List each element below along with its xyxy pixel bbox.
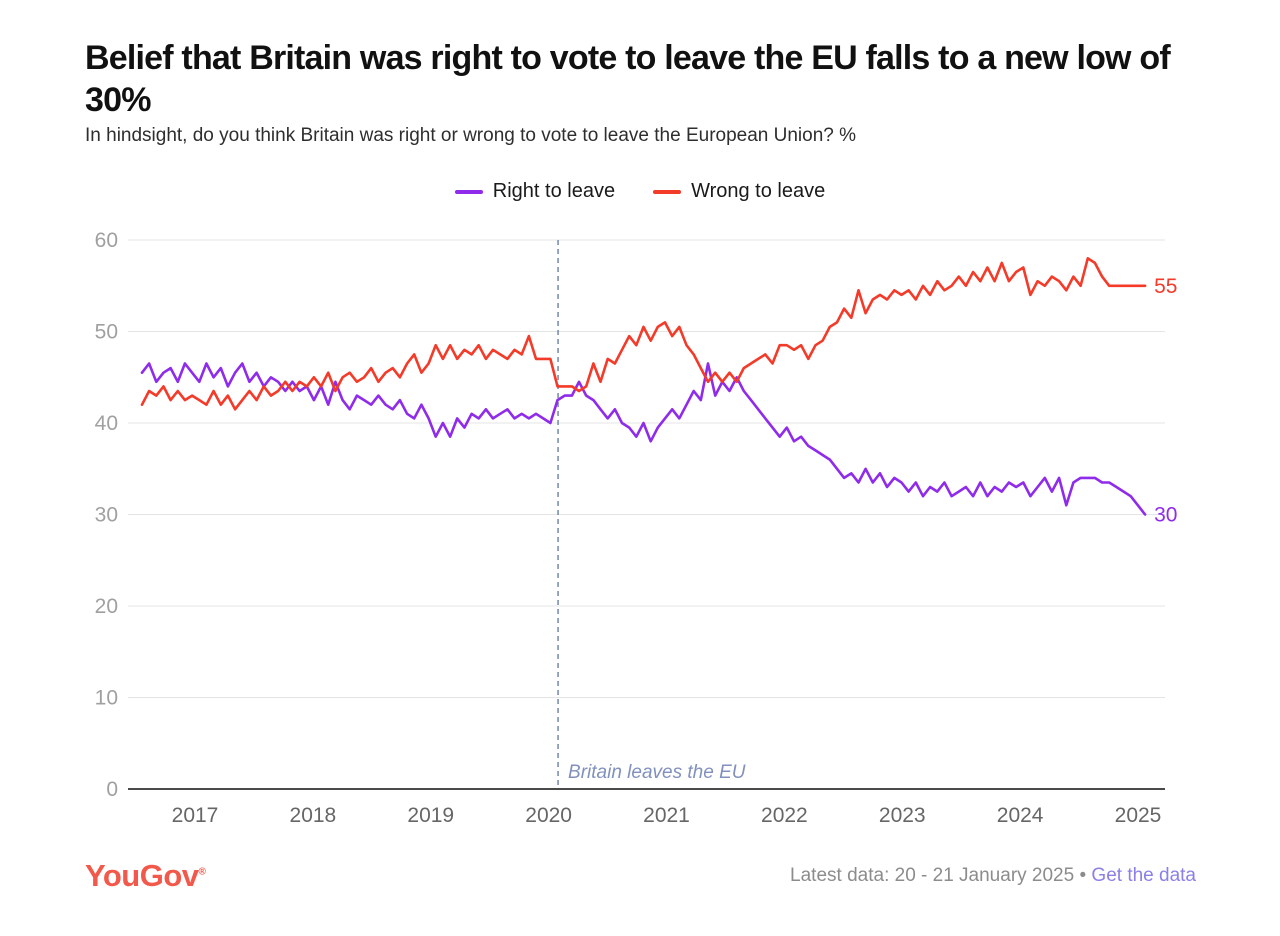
svg-text:60: 60	[95, 229, 118, 252]
svg-text:2023: 2023	[879, 804, 926, 827]
latest-data-note: Latest data: 20 - 21 January 2025 • Get …	[790, 865, 1196, 887]
wrong-to-leave-line-swatch	[653, 189, 682, 194]
svg-text:2020: 2020	[525, 804, 572, 827]
registered-mark: ®	[198, 866, 206, 878]
svg-text:50: 50	[95, 321, 118, 344]
legend-label-right-to-leave: Right to leave	[492, 180, 616, 202]
svg-text:2025: 2025	[1115, 804, 1162, 827]
get-the-data-link[interactable]: Get the data	[1091, 865, 1196, 886]
svg-text:40: 40	[95, 412, 118, 435]
legend-item-wrong-to-leave: Wrong to leave	[653, 180, 825, 203]
yougov-logo: YouGov®	[85, 858, 206, 894]
chart-legend: Right to leave Wrong to leave	[0, 180, 1280, 203]
bullet-separator: •	[1079, 865, 1087, 886]
page-title: Belief that Britain was right to vote to…	[85, 38, 1171, 119]
chart-subtitle: In hindsight, do you think Britain was r…	[85, 125, 857, 146]
svg-text:30: 30	[1154, 504, 1177, 527]
svg-text:2017: 2017	[172, 804, 219, 827]
svg-text:30: 30	[95, 504, 118, 527]
svg-text:2022: 2022	[761, 804, 808, 827]
svg-text:2018: 2018	[290, 804, 337, 827]
svg-text:55: 55	[1154, 275, 1177, 298]
svg-text:Britain leaves the EU: Britain leaves the EU	[568, 762, 746, 783]
legend-label-wrong-to-leave: Wrong to leave	[691, 180, 826, 202]
svg-text:2019: 2019	[407, 804, 454, 827]
svg-text:10: 10	[95, 687, 118, 710]
right-to-leave-line-swatch	[454, 189, 483, 194]
svg-text:2021: 2021	[643, 804, 690, 827]
svg-text:20: 20	[95, 595, 118, 618]
svg-text:0: 0	[106, 778, 118, 801]
latest-data-text: Latest data: 20 - 21 January 2025	[790, 865, 1075, 886]
legend-item-right-to-leave: Right to leave	[454, 180, 616, 203]
yougov-logo-text: YouGov	[85, 858, 199, 893]
svg-text:2024: 2024	[997, 804, 1044, 827]
